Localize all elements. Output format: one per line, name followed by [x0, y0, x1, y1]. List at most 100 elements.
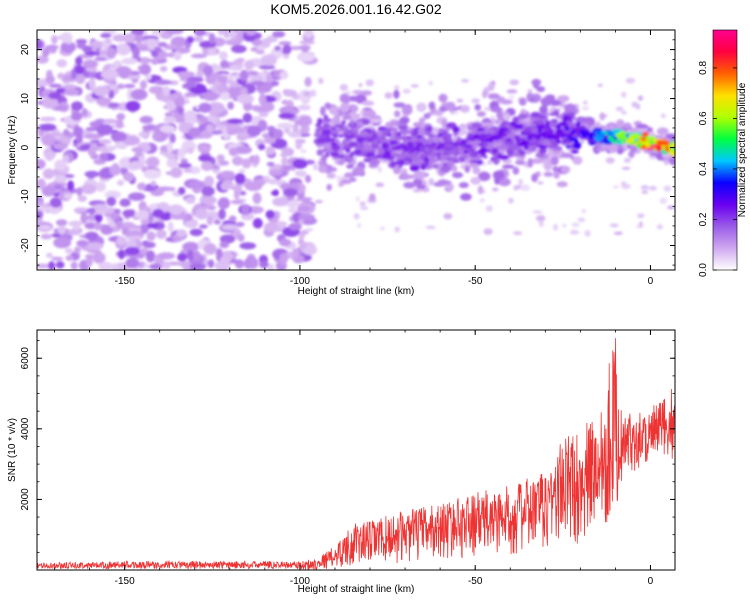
spectrogram-cell — [54, 175, 68, 183]
spectrogram-cell — [562, 223, 567, 228]
spectrogram-cell — [377, 146, 383, 153]
spectrogram-cell — [292, 248, 300, 259]
spectrogram-cell — [314, 199, 323, 204]
spectrogram-cell — [51, 256, 64, 261]
spectrogram-cell — [92, 252, 106, 264]
spectrogram-cell — [322, 118, 332, 123]
spectrogram-cell — [230, 199, 245, 205]
spectrogram-cell — [65, 255, 74, 261]
spectrogram-cell — [84, 231, 99, 241]
spectrogram-cell — [317, 117, 323, 125]
colorbar-frame — [712, 29, 738, 271]
spectrogram-cell — [406, 142, 413, 145]
spectrogram-cell — [584, 230, 591, 237]
spectrogram-cell — [413, 170, 427, 180]
spectrogram-cell — [534, 134, 538, 139]
spectrogram-cell — [500, 139, 506, 144]
spectrogram-cell — [330, 167, 337, 172]
spectrogram-cell — [80, 183, 97, 195]
spectrogram-cell — [627, 138, 634, 142]
spectrogram-cell — [221, 224, 238, 231]
snr-y-axis-label: SNR (10 * v/v) — [7, 418, 18, 482]
spectrogram-cell — [152, 30, 164, 35]
spectrogram-cell — [132, 47, 141, 59]
spectrogram-cell — [126, 88, 134, 101]
spectrogram-cell — [429, 151, 438, 157]
spectrogram-cell — [86, 242, 104, 250]
spectrogram-cell — [597, 83, 603, 88]
spectrogram-cell — [190, 53, 207, 59]
spectrogram-cell — [501, 164, 515, 169]
spectrogram-cell — [589, 133, 594, 141]
spectrogram-cell — [67, 180, 75, 192]
spectrogram-cell — [49, 197, 62, 208]
spectrogram-cell — [349, 120, 355, 127]
spectrogram-cell — [265, 146, 276, 156]
spectrogram-cell — [281, 156, 288, 166]
spectrogram-cell — [508, 94, 515, 100]
spectrogram-cell — [279, 71, 289, 80]
spectrogram-cell — [37, 205, 50, 213]
spectrogram-cell — [391, 146, 398, 150]
spectrogram-cell — [540, 131, 549, 136]
spectrogram-cell — [518, 134, 528, 139]
spectrogram-cell — [518, 178, 523, 186]
spectrogram-cell — [332, 115, 341, 125]
spectrogram-cell — [145, 250, 156, 263]
spectrogram-cell — [265, 72, 273, 85]
spectrogram-cell — [182, 261, 193, 270]
spectrogram-cell — [142, 241, 156, 249]
spectrogram-cell — [506, 89, 518, 94]
spectrogram-cell — [272, 30, 286, 38]
spectrogram-cell — [413, 177, 423, 187]
spectrogram-cell — [135, 41, 143, 48]
spectrogram-cell — [425, 225, 436, 230]
spectrogram-cell — [526, 130, 532, 136]
spectrogram-cell — [116, 236, 127, 246]
spectrogram-cell — [347, 156, 354, 161]
spectrogram-cell — [538, 126, 544, 131]
spectrogram-cell — [555, 146, 563, 151]
spectrogram-cell — [41, 185, 56, 197]
spectrogram-cell — [116, 43, 131, 56]
spectrogram-cell — [151, 50, 159, 58]
spectrogram-cell — [231, 44, 247, 54]
spectrogram-cell — [247, 70, 259, 76]
spectrogram-cell — [487, 160, 493, 165]
spectrogram-cell — [456, 98, 464, 103]
spectrogram-cell — [609, 223, 619, 228]
spectrogram-cell — [509, 121, 517, 126]
spectrogram-cell — [110, 131, 127, 142]
spectrogram-cell — [194, 208, 209, 220]
spectrogram-cell — [358, 83, 363, 87]
spectrogram-cell — [330, 142, 338, 146]
spectrogram-cell — [426, 146, 437, 151]
spectrogram-frame — [36, 29, 676, 271]
spectrogram-cell — [94, 56, 108, 62]
x-tick-label: -100 — [290, 576, 310, 587]
spectrogram-cell — [498, 127, 509, 132]
spectrogram-cell — [345, 130, 354, 136]
spectrogram-cell — [475, 160, 484, 164]
spectrogram-cell — [241, 158, 252, 169]
spectrogram-cell — [656, 127, 669, 136]
spectrogram-cell — [340, 179, 352, 185]
spectrogram-cell — [569, 137, 578, 142]
spectrogram-cell — [637, 95, 644, 101]
spectrogram-cell — [216, 84, 229, 93]
spectrogram-cell — [464, 165, 470, 173]
spectrogram-cell — [234, 145, 253, 155]
spectrogram-cell — [89, 142, 99, 151]
spectrogram-cell — [439, 105, 448, 112]
spectrogram-cell — [93, 222, 103, 231]
spectrogram-cell — [294, 118, 313, 126]
spectrogram-cell — [186, 250, 195, 261]
spectrogram-cell — [371, 118, 382, 124]
spectrogram-cell — [476, 131, 483, 135]
spectrogram-cell — [378, 133, 383, 138]
spectrogram-cell — [501, 120, 510, 126]
spectrogram-cell — [445, 101, 456, 112]
colorbar-tick-label: 0.6 — [698, 111, 709, 125]
spectrogram-cell — [250, 80, 266, 86]
spectrogram-cell — [230, 128, 246, 134]
